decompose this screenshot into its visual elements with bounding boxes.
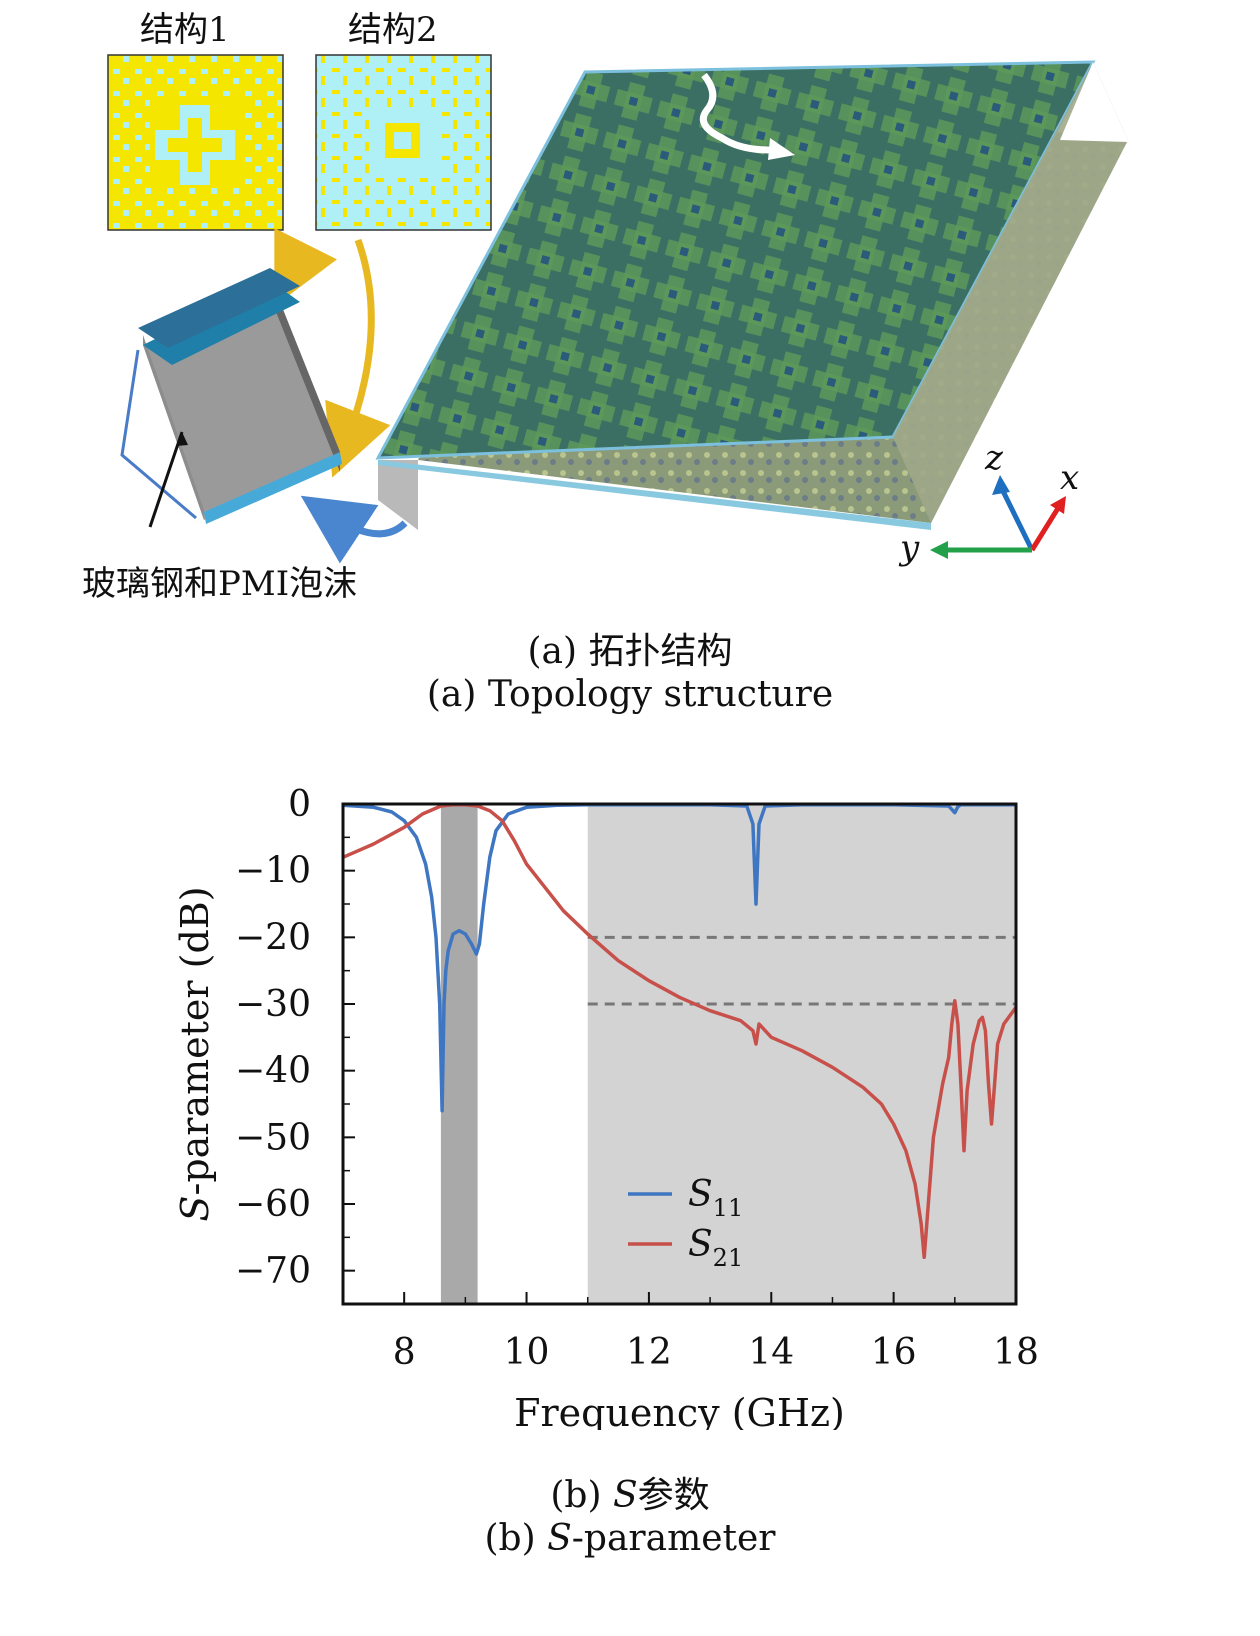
legend-label-s21: S21 bbox=[688, 1224, 743, 1272]
shaded-band bbox=[440, 804, 478, 1304]
y-tick-label: −70 bbox=[235, 1251, 311, 1292]
y-title-rest: -parameter (dB) bbox=[173, 886, 217, 1195]
structure-2-label: 结构2 bbox=[348, 10, 438, 50]
y-tick-label: −20 bbox=[235, 917, 311, 958]
axis-z-label: z bbox=[985, 438, 1003, 478]
unit-cell-structure-2 bbox=[315, 54, 492, 231]
structure-1-label: 结构1 bbox=[140, 10, 230, 50]
caption-b-cn-italic: S bbox=[612, 1475, 638, 1516]
y-tick-label: −60 bbox=[235, 1184, 311, 1225]
caption-b-cn-prefix: (b) bbox=[550, 1475, 613, 1516]
arrow-panel-to-block bbox=[300, 495, 408, 564]
material-label: 玻璃钢和PMI泡沫 bbox=[82, 564, 358, 604]
x-axis-title: Frequency (GHz) bbox=[514, 1391, 845, 1430]
unit-cell-structure-1 bbox=[107, 54, 284, 231]
figure-a-topology: 结构1 结构2 玻璃钢和PMI泡沫 z x y bbox=[0, 0, 1260, 640]
topology-illustration bbox=[107, 54, 1128, 564]
y-title-italic: S bbox=[173, 1196, 217, 1222]
reference-lines bbox=[587, 935, 1016, 1006]
caption-a-en: (a) Topology structure bbox=[426, 674, 834, 715]
caption-b-en: (b) S-parameter bbox=[0, 1518, 1260, 1559]
plot-frame bbox=[341, 802, 1018, 1306]
coordinate-axes bbox=[930, 475, 1066, 559]
y-tick-label: −10 bbox=[235, 851, 311, 892]
series-s21-line bbox=[342, 802, 1018, 1260]
x-tick-label: 10 bbox=[504, 1332, 550, 1373]
shaded-bands bbox=[440, 804, 1016, 1304]
caption-b-en-italic: S bbox=[547, 1518, 572, 1559]
axis-y-label: y bbox=[900, 528, 920, 568]
metamaterial-panel bbox=[375, 60, 1128, 530]
x-tick-label: 18 bbox=[993, 1332, 1039, 1373]
x-tick-label: 8 bbox=[393, 1332, 416, 1373]
y-tick-label: −50 bbox=[235, 1117, 311, 1158]
caption-a-cn: (a) 拓扑结构 bbox=[527, 631, 733, 672]
y-tick-label: 0 bbox=[288, 784, 311, 825]
caption-b-en-prefix: (b) bbox=[484, 1518, 548, 1559]
axis-x-label: x bbox=[1060, 458, 1080, 498]
arrow-structure-2 bbox=[325, 238, 391, 478]
shaded-band bbox=[587, 804, 1016, 1304]
caption-b-cn-suffix: 参数 bbox=[637, 1475, 710, 1516]
y-axis-title: S-parameter (dB) bbox=[173, 886, 217, 1221]
x-tick-label: 12 bbox=[626, 1332, 672, 1373]
caption-b-en-suffix: -parameter bbox=[571, 1518, 776, 1559]
axis-ticks: 8 10 12 14 16 18 0 −10 −20 −30 −40 −50 −60 −70 bbox=[235, 784, 1039, 1373]
legend-label-s11: S11 bbox=[688, 1174, 743, 1222]
s-parameter-chart: 8 10 12 14 16 18 0 −10 −20 −30 −40 −50 −60 −70 Freque… bbox=[173, 784, 1039, 1430]
arrow-structure-1 bbox=[274, 228, 337, 307]
x-tick-label: 14 bbox=[748, 1332, 794, 1373]
sandwich-block bbox=[120, 268, 342, 528]
x-tick-label: 16 bbox=[871, 1332, 917, 1373]
y-tick-label: −30 bbox=[235, 984, 311, 1025]
plot-border bbox=[341, 802, 1018, 1306]
caption-b-cn: (b) S参数 bbox=[0, 1466, 1260, 1518]
y-tick-label: −40 bbox=[235, 1051, 311, 1092]
